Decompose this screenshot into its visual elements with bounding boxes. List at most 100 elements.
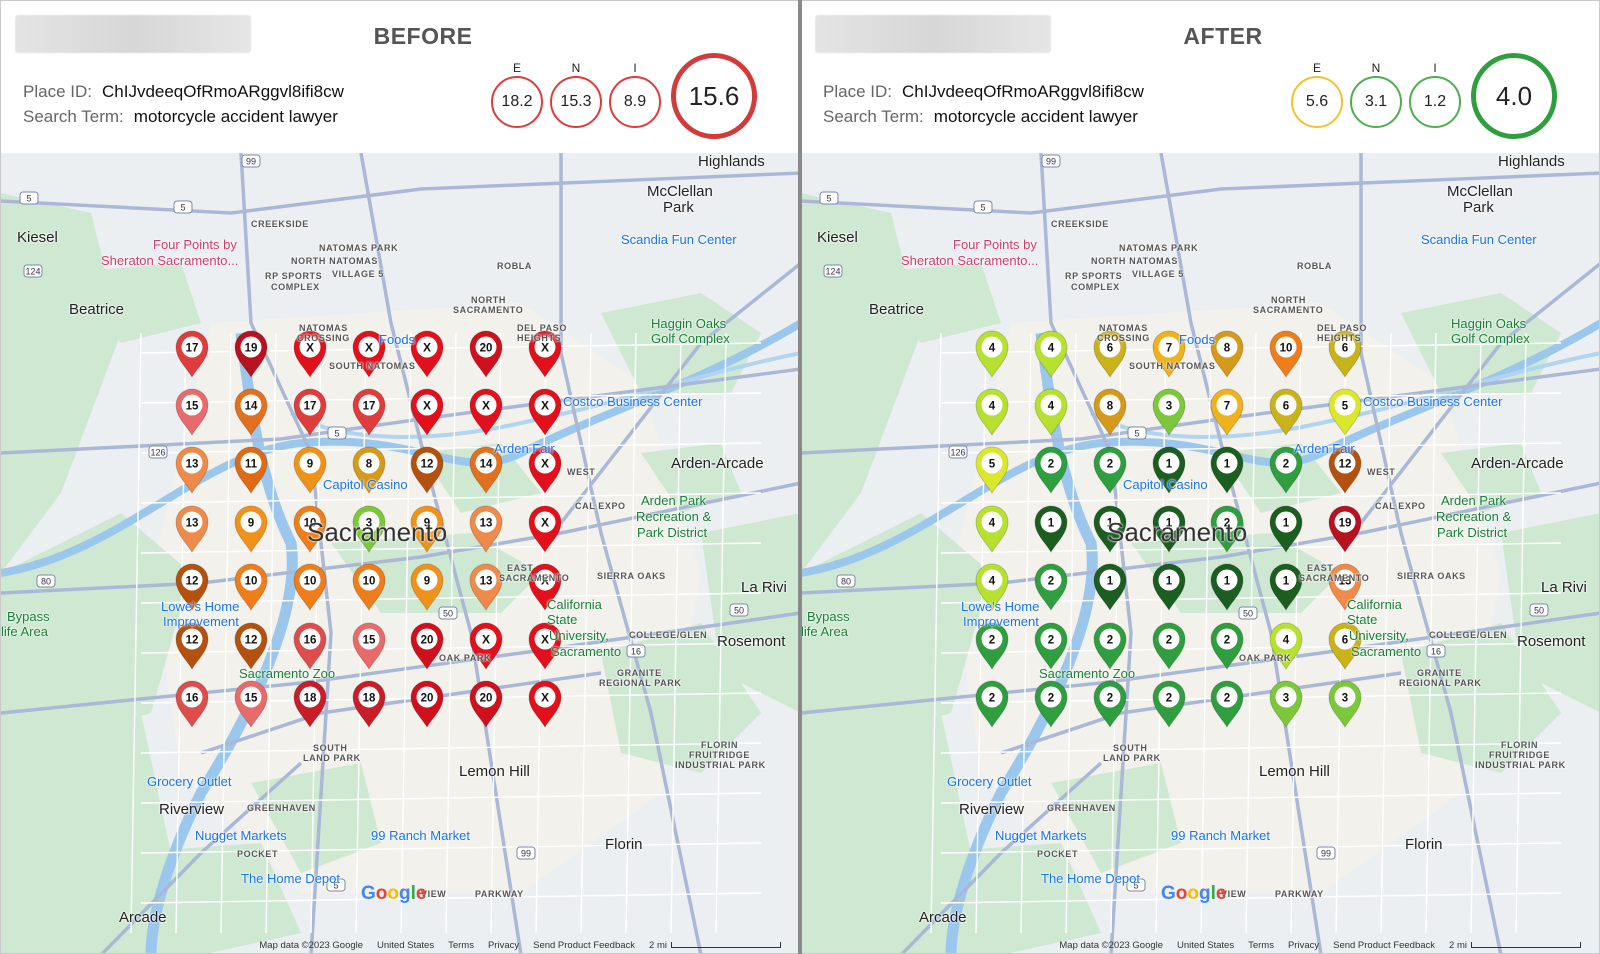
rank-pin[interactable]: 16 bbox=[293, 622, 327, 670]
rank-pin[interactable]: 4 bbox=[975, 563, 1009, 611]
rank-pin[interactable]: 2 bbox=[1152, 680, 1186, 728]
rank-pin[interactable]: X bbox=[528, 622, 562, 670]
rank-pin[interactable]: 5 bbox=[975, 446, 1009, 494]
rank-pin[interactable]: 3 bbox=[1328, 680, 1362, 728]
attribution-privacy[interactable]: Privacy bbox=[1287, 940, 1320, 951]
rank-pin[interactable]: X bbox=[410, 388, 444, 436]
rank-pin[interactable]: 20 bbox=[410, 622, 444, 670]
rank-pin[interactable]: 12 bbox=[1328, 446, 1362, 494]
rank-pin[interactable]: 6 bbox=[1328, 622, 1362, 670]
rank-pin[interactable]: 14 bbox=[469, 446, 503, 494]
rank-pin[interactable]: 10 bbox=[293, 563, 327, 611]
rank-pin[interactable]: 3 bbox=[1269, 680, 1303, 728]
rank-pin[interactable]: X bbox=[528, 680, 562, 728]
rank-pin[interactable]: 19 bbox=[1328, 505, 1362, 553]
rank-pin[interactable]: 1 bbox=[1269, 505, 1303, 553]
rank-pin[interactable]: 18 bbox=[352, 680, 386, 728]
rank-pin[interactable]: X bbox=[352, 330, 386, 378]
rank-pin[interactable]: 12 bbox=[175, 563, 209, 611]
rank-pin[interactable]: 17 bbox=[175, 330, 209, 378]
rank-pin[interactable]: 6 bbox=[1328, 330, 1362, 378]
rank-pin[interactable]: 1 bbox=[1152, 505, 1186, 553]
rank-pin[interactable]: 2 bbox=[1034, 563, 1068, 611]
rank-pin[interactable]: 8 bbox=[352, 446, 386, 494]
rank-pin[interactable]: 12 bbox=[410, 446, 444, 494]
rank-pin[interactable]: 1 bbox=[1152, 563, 1186, 611]
attribution-feedback[interactable]: Send Product Feedback bbox=[1333, 940, 1436, 951]
rank-pin[interactable]: 17 bbox=[293, 388, 327, 436]
rank-pin[interactable]: 8 bbox=[1093, 388, 1127, 436]
rank-pin[interactable]: 9 bbox=[234, 505, 268, 553]
rank-pin[interactable]: 1 bbox=[1034, 505, 1068, 553]
rank-pin[interactable]: 4 bbox=[1034, 388, 1068, 436]
rank-pin[interactable]: 2 bbox=[1034, 622, 1068, 670]
rank-pin[interactable]: 15 bbox=[175, 388, 209, 436]
rank-pin[interactable]: 4 bbox=[975, 330, 1009, 378]
rank-pin[interactable]: 10 bbox=[1269, 330, 1303, 378]
rank-pin[interactable]: 11 bbox=[234, 446, 268, 494]
rank-pin[interactable]: 2 bbox=[1210, 622, 1244, 670]
rank-pin[interactable]: 2 bbox=[1093, 622, 1127, 670]
rank-pin[interactable]: 13 bbox=[469, 505, 503, 553]
rank-pin[interactable]: 20 bbox=[469, 680, 503, 728]
rank-pin[interactable]: 4 bbox=[1269, 622, 1303, 670]
rank-pin[interactable]: X bbox=[469, 622, 503, 670]
rank-pin[interactable]: 9 bbox=[410, 563, 444, 611]
rank-pin[interactable]: 5 bbox=[1328, 388, 1362, 436]
rank-pin[interactable]: 15 bbox=[234, 680, 268, 728]
rank-pin[interactable]: 12 bbox=[234, 622, 268, 670]
rank-pin[interactable]: 1 bbox=[1210, 563, 1244, 611]
rank-pin[interactable]: 13 bbox=[469, 563, 503, 611]
rank-pin[interactable]: 16 bbox=[175, 680, 209, 728]
rank-pin[interactable]: 20 bbox=[469, 330, 503, 378]
rank-pin[interactable]: 1 bbox=[1210, 446, 1244, 494]
rank-pin[interactable]: 2 bbox=[975, 680, 1009, 728]
rank-pin[interactable]: 1 bbox=[1152, 446, 1186, 494]
attribution-feedback[interactable]: Send Product Feedback bbox=[533, 940, 636, 951]
rank-pin[interactable]: 7 bbox=[1152, 330, 1186, 378]
rank-pin[interactable]: 4 bbox=[1034, 330, 1068, 378]
map[interactable]: 99 5 5 124 126 80 5 50 50 16 99 5 17 19 X X X 20 X 15 14 17 17… bbox=[1, 153, 799, 953]
rank-pin[interactable]: 14 bbox=[234, 388, 268, 436]
rank-pin[interactable]: 2 bbox=[1269, 446, 1303, 494]
rank-pin[interactable]: 13 bbox=[175, 446, 209, 494]
rank-pin[interactable]: 1 bbox=[1269, 563, 1303, 611]
rank-pin[interactable]: 2 bbox=[1093, 446, 1127, 494]
attribution-terms[interactable]: Terms bbox=[448, 940, 474, 951]
rank-pin[interactable]: X bbox=[528, 505, 562, 553]
rank-pin[interactable]: 2 bbox=[1152, 622, 1186, 670]
rank-pin[interactable]: 10 bbox=[293, 505, 327, 553]
rank-pin[interactable]: 2 bbox=[1210, 680, 1244, 728]
rank-pin[interactable]: 2 bbox=[1034, 446, 1068, 494]
rank-pin[interactable]: 10 bbox=[234, 563, 268, 611]
rank-pin[interactable]: 9 bbox=[293, 446, 327, 494]
rank-pin[interactable]: 1 bbox=[1093, 505, 1127, 553]
rank-pin[interactable]: 3 bbox=[1152, 388, 1186, 436]
rank-pin[interactable]: 2 bbox=[1034, 680, 1068, 728]
rank-pin[interactable]: 15 bbox=[352, 622, 386, 670]
rank-pin[interactable]: 9 bbox=[410, 505, 444, 553]
rank-pin[interactable]: X bbox=[528, 563, 562, 611]
rank-pin[interactable]: X bbox=[469, 388, 503, 436]
rank-pin[interactable]: 20 bbox=[410, 680, 444, 728]
rank-pin[interactable]: 3 bbox=[352, 505, 386, 553]
rank-pin[interactable]: 10 bbox=[352, 563, 386, 611]
rank-pin[interactable]: 6 bbox=[1093, 330, 1127, 378]
rank-pin[interactable]: 19 bbox=[234, 330, 268, 378]
rank-pin[interactable]: 4 bbox=[975, 505, 1009, 553]
rank-pin[interactable]: 13 bbox=[1328, 563, 1362, 611]
rank-pin[interactable]: X bbox=[528, 446, 562, 494]
map[interactable]: 99 5 5 124 126 80 5 50 50 16 99 5 4 4 6 7 8 10 6 4 4 8 3 7 6 5 5 2 2… bbox=[801, 153, 1599, 953]
rank-pin[interactable]: 8 bbox=[1210, 330, 1244, 378]
rank-pin[interactable]: X bbox=[293, 330, 327, 378]
rank-pin[interactable]: X bbox=[410, 330, 444, 378]
rank-pin[interactable]: 6 bbox=[1269, 388, 1303, 436]
attribution-terms[interactable]: Terms bbox=[1248, 940, 1274, 951]
rank-pin[interactable]: 2 bbox=[975, 622, 1009, 670]
rank-pin[interactable]: 2 bbox=[1210, 505, 1244, 553]
rank-pin[interactable]: 17 bbox=[352, 388, 386, 436]
rank-pin[interactable]: 1 bbox=[1093, 563, 1127, 611]
rank-pin[interactable]: X bbox=[528, 388, 562, 436]
rank-pin[interactable]: 13 bbox=[175, 505, 209, 553]
attribution-privacy[interactable]: Privacy bbox=[487, 940, 520, 951]
